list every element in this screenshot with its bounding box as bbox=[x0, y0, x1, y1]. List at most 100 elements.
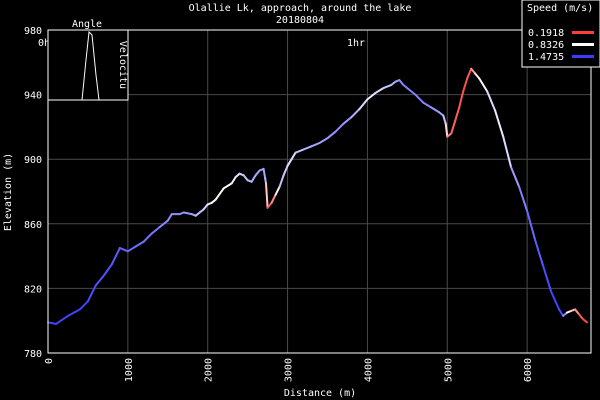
elevation-segment bbox=[382, 83, 393, 90]
x-tick-label: 6000 bbox=[523, 358, 534, 382]
elevation-segment bbox=[474, 72, 481, 80]
elevation-segment bbox=[358, 98, 369, 111]
legend-entry-swatch bbox=[572, 31, 594, 34]
x-tick-label: 2000 bbox=[204, 358, 215, 382]
elevation-segment bbox=[102, 263, 113, 277]
x-axis-label: Distance (m) bbox=[284, 388, 356, 399]
elevation-segment bbox=[202, 203, 209, 211]
elevation-segment bbox=[265, 182, 269, 209]
grid-lines bbox=[48, 30, 591, 353]
elevation-segment bbox=[182, 211, 193, 216]
elevation-segment bbox=[126, 245, 137, 253]
series-line bbox=[47, 67, 588, 325]
chart-title: Olallie Lk, approach, around the lake bbox=[189, 3, 412, 14]
y-tick-label: 900 bbox=[24, 155, 42, 166]
elevation-segment bbox=[442, 114, 447, 125]
elevation-segment bbox=[290, 151, 297, 161]
time-marker-label: 1hr bbox=[347, 38, 365, 49]
elevation-segment bbox=[318, 137, 329, 144]
elevation-segment bbox=[526, 209, 537, 241]
x-tick-label: 3000 bbox=[284, 358, 295, 382]
y-tick-label: 860 bbox=[24, 220, 42, 231]
elevation-segment bbox=[302, 145, 313, 151]
elevation-segment bbox=[310, 142, 321, 148]
y-axis-label: Elevation (m) bbox=[3, 153, 14, 231]
elevation-segment bbox=[274, 185, 281, 196]
y-tick-label: 980 bbox=[24, 26, 42, 37]
elevation-segment bbox=[366, 92, 377, 101]
elevation-segment bbox=[110, 247, 121, 266]
inset-title: Angle bbox=[72, 19, 102, 30]
legend-entry-swatch bbox=[572, 43, 594, 46]
elevation-segment bbox=[470, 67, 477, 75]
elevation-segment bbox=[502, 135, 513, 169]
elevation-segment bbox=[242, 174, 249, 182]
inset-side-label: Velocitu bbox=[117, 41, 128, 89]
x-tick-labels: 0 1000 2000 3000 4000 5000 6000 bbox=[44, 358, 534, 382]
elevation-segment bbox=[450, 119, 457, 135]
legend-entry-label: 1.4735 bbox=[528, 52, 564, 63]
elevation-segment bbox=[262, 167, 267, 180]
legend-entry-label: 0.8326 bbox=[528, 40, 564, 51]
time-start-label: 0h bbox=[38, 38, 50, 49]
x-tick-label: 4000 bbox=[363, 358, 374, 382]
inset-angle-curve bbox=[81, 30, 100, 101]
elevation-segment bbox=[78, 300, 89, 311]
elevation-segment bbox=[142, 232, 153, 243]
elevation-segment bbox=[558, 308, 565, 317]
elevation-segment bbox=[250, 174, 257, 183]
elevation-segment bbox=[134, 240, 145, 248]
elevation-segment bbox=[222, 182, 233, 190]
elevation-segment bbox=[444, 122, 449, 138]
elevation-segment bbox=[334, 122, 345, 133]
elevation-segment bbox=[47, 321, 57, 325]
elevation-segment bbox=[462, 77, 469, 93]
elevation-segment bbox=[118, 247, 129, 253]
elevation-segment bbox=[282, 164, 289, 177]
elevation-segment bbox=[166, 213, 173, 222]
elevation-segment bbox=[406, 87, 417, 96]
elevation-segment bbox=[582, 318, 588, 324]
y-tick-label: 820 bbox=[24, 284, 42, 295]
elevation-segment bbox=[478, 77, 489, 93]
y-tick-label: 940 bbox=[24, 91, 42, 102]
elevation-segment bbox=[278, 174, 285, 188]
x-tick-label: 1000 bbox=[124, 358, 135, 382]
angle-velocity-inset: Angle Velocitu bbox=[47, 19, 129, 101]
elevation-segment bbox=[194, 208, 205, 217]
inset-frame bbox=[47, 29, 129, 101]
elevation-segment bbox=[94, 274, 105, 287]
elevation-segment bbox=[214, 187, 225, 201]
elevation-segment bbox=[574, 308, 580, 316]
elevation-segment bbox=[430, 106, 441, 114]
elevation-segment bbox=[86, 284, 97, 303]
elevation-segment bbox=[486, 90, 497, 112]
plot-frame bbox=[47, 29, 592, 354]
elevation-segment bbox=[294, 148, 305, 154]
legend-title: Speed (m/s) bbox=[527, 3, 593, 14]
elevation-segment bbox=[270, 193, 277, 204]
x-tick-label: 5000 bbox=[443, 358, 454, 382]
chart-subtitle: 20180804 bbox=[276, 15, 324, 26]
elevation-segment bbox=[578, 313, 584, 321]
elevation-segment bbox=[150, 226, 161, 235]
elevation-segment bbox=[398, 79, 405, 86]
elevation-segment bbox=[286, 158, 293, 167]
legend-entry-swatch bbox=[572, 55, 594, 58]
legend-entry-label: 0.1918 bbox=[528, 28, 564, 39]
elevation-segment bbox=[550, 290, 561, 311]
y-tick-label: 780 bbox=[24, 349, 42, 360]
elevation-segment bbox=[266, 201, 273, 209]
elevation-segment bbox=[230, 176, 237, 185]
elevation-segment bbox=[454, 106, 461, 122]
elevation-segment bbox=[67, 308, 81, 317]
elevation-segment bbox=[254, 169, 261, 177]
x-tick-label: 0 bbox=[44, 358, 55, 364]
elevation-segment bbox=[510, 166, 521, 188]
elevation-segment bbox=[326, 130, 337, 140]
elevation-segment bbox=[542, 264, 553, 293]
elevation-segment bbox=[342, 116, 353, 125]
